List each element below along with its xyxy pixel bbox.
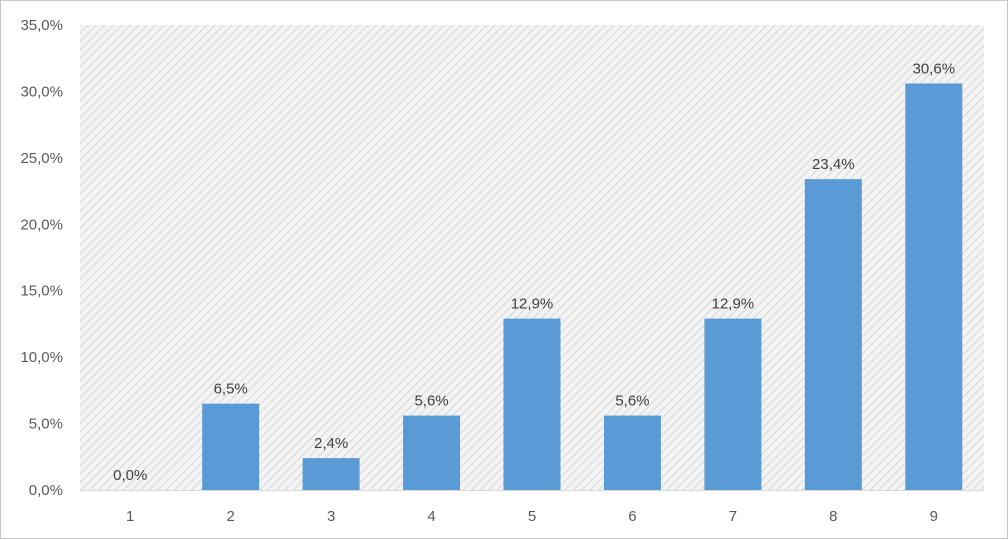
y-tick-label: 5,0% (29, 416, 63, 433)
data-label-1: 0,0% (113, 467, 147, 484)
bar-9 (905, 83, 963, 490)
data-label-5: 12,9% (511, 296, 554, 313)
x-tick-label: 7 (729, 508, 737, 525)
x-tick-label: 2 (226, 508, 234, 525)
y-tick-label: 0,0% (29, 482, 63, 499)
x-tick-label: 4 (427, 508, 435, 525)
data-label-2: 6,5% (214, 381, 248, 398)
y-tick-label: 20,0% (20, 216, 63, 233)
data-label-9: 30,6% (913, 60, 956, 77)
y-tick-label: 10,0% (20, 349, 63, 366)
y-axis: 0,0% 5,0% 10,0% 15,0% 20,0% 25,0% 30,0% 35,0% (20, 17, 63, 499)
data-label-4: 5,6% (414, 393, 448, 410)
bar-3 (302, 458, 360, 490)
data-labels: 0,0% 6,5% 2,4% 5,6% 12,9% 5,6% 12,9% 23,4% 30,6% (113, 60, 955, 484)
bar-7 (704, 318, 762, 490)
x-tick-label: 9 (930, 508, 938, 525)
y-tick-label: 15,0% (20, 283, 63, 300)
data-label-3: 2,4% (314, 435, 348, 452)
x-tick-label: 1 (126, 508, 134, 525)
x-axis: 1 2 3 4 5 6 7 8 9 (126, 508, 938, 525)
y-tick-label: 25,0% (20, 150, 63, 167)
x-tick-label: 5 (528, 508, 536, 525)
y-tick-label: 30,0% (20, 83, 63, 100)
x-tick-label: 8 (829, 508, 837, 525)
bar-6 (603, 415, 661, 490)
bar-2 (202, 403, 260, 490)
x-tick-label: 3 (327, 508, 335, 525)
bar-8 (804, 179, 862, 490)
x-tick-label: 6 (628, 508, 636, 525)
data-label-6: 5,6% (615, 393, 649, 410)
y-tick-label: 35,0% (20, 17, 63, 34)
data-label-8: 23,4% (812, 156, 855, 173)
data-label-7: 12,9% (712, 296, 755, 313)
bar-4 (403, 415, 461, 490)
bar-series (202, 83, 963, 490)
bar-5 (503, 318, 561, 490)
